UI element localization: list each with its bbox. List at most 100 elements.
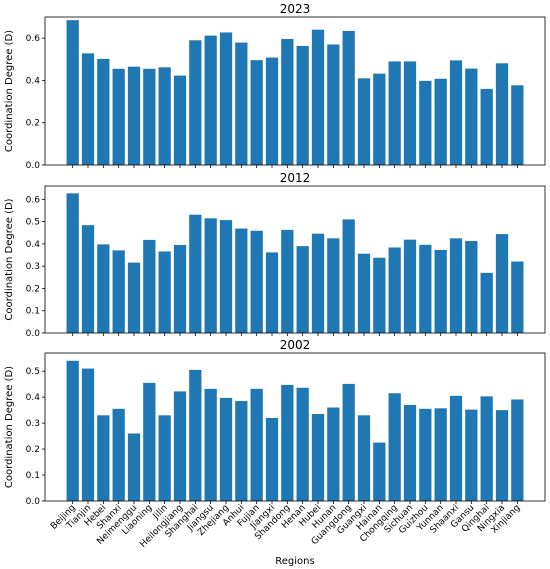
bar-2023-hebei	[97, 58, 110, 166]
bar-2012-jilin	[158, 251, 171, 333]
bar-2012-fujian	[250, 230, 263, 333]
bar-2012-heilongjiang	[173, 245, 187, 333]
y-tick-label-2002-0.4: 0.4	[26, 393, 41, 403]
bar-2012-gansu	[465, 241, 478, 333]
bar-2023-chongqing	[388, 61, 401, 165]
bar-2023-qinghai	[480, 88, 493, 165]
bar-2012-shandong	[281, 229, 294, 333]
bar-2023-hainan	[373, 73, 386, 165]
y-tick-label-2002-0.3: 0.3	[26, 419, 40, 429]
bar-2012-shanghai	[189, 214, 202, 333]
bar-2023-jilin	[158, 67, 171, 165]
y-tick-label-2002-0.1: 0.1	[26, 471, 40, 481]
bar-2002-hubei	[311, 414, 325, 501]
bar-2012-ningxia	[495, 234, 509, 333]
chart-title-2012: 2012	[280, 171, 311, 185]
bar-2002-liaoning	[143, 382, 156, 501]
bar-2023-guangdong	[342, 30, 355, 166]
bar-2012-hubei	[311, 233, 325, 333]
bar-2002-hainan	[373, 442, 386, 501]
bar-2012-guangxi	[357, 253, 371, 333]
bar-2012-guangdong	[342, 219, 355, 333]
bar-2012-tianjin	[81, 225, 95, 333]
bar-2002-tianjin	[81, 368, 95, 501]
y-tick-label-2023-0.6: 0.6	[26, 34, 41, 44]
bar-2012-shanxi	[112, 250, 125, 333]
bar-2023-hubei	[311, 29, 325, 165]
bar-2002-shaanxi	[449, 395, 463, 501]
bar-2023-anhui	[235, 42, 248, 165]
bar-2002-qinghai	[480, 396, 493, 501]
bar-2002-jiangsu	[204, 388, 217, 501]
bar-2012-beijing	[66, 193, 79, 333]
bar-2012-zhejiang	[219, 220, 233, 333]
bar-2012-hebei	[97, 244, 110, 333]
bar-2023-gansu	[465, 68, 478, 165]
bar-2012-neimenggu	[127, 262, 141, 333]
bar-2012-shaanxi	[449, 238, 463, 333]
bar-2002-ningxia	[495, 410, 509, 501]
y-tick-label-2012-0.5: 0.5	[26, 218, 40, 228]
bar-2023-guangxi	[357, 78, 371, 165]
bar-2002-zhejiang	[219, 397, 233, 501]
y-axis-label-2023: Coordination Degree (D)	[4, 30, 15, 152]
bar-2012-guizhou	[419, 244, 432, 333]
bar-2023-sichuan	[403, 61, 417, 165]
y-tick-label-2023-0.4: 0.4	[26, 76, 41, 86]
bar-2023-tianjin	[81, 53, 95, 165]
bar-2002-shanghai	[189, 369, 202, 501]
bar-2023-heilongjiang	[173, 75, 187, 165]
bar-2002-jilin	[158, 415, 171, 501]
axes-frame-2012	[44, 185, 546, 334]
bar-2023-shanxi	[112, 68, 125, 165]
bar-2023-xinjiang	[511, 85, 524, 165]
bar-2023-liaoning	[143, 68, 156, 165]
bar-2002-hunan	[327, 407, 340, 501]
bar-2023-jiangxi	[265, 57, 279, 165]
bar-2012-qinghai	[480, 272, 493, 333]
bar-2002-xinjiang	[511, 399, 524, 501]
bar-2012-xinjiang	[511, 261, 524, 333]
bar-2002-guangxi	[357, 415, 371, 501]
y-tick-label-2012-0.3: 0.3	[26, 262, 40, 272]
bar-2023-fujian	[250, 60, 263, 166]
y-tick-label-2012-0.2: 0.2	[26, 284, 40, 294]
bar-2002-henan	[296, 387, 309, 501]
bar-2023-jiangsu	[204, 35, 217, 165]
chart-title-2023: 2023	[280, 2, 311, 16]
chart-title-2002: 2002	[280, 338, 311, 352]
y-tick-label-2002-0.5: 0.5	[26, 367, 40, 377]
bar-2012-anhui	[235, 228, 248, 333]
bar-2002-guizhou	[419, 408, 432, 501]
bar-2002-yunnan	[434, 408, 447, 501]
bar-2023-zhejiang	[219, 32, 233, 166]
bar-2023-shanghai	[189, 40, 202, 165]
bar-2023-neimenggu	[127, 66, 141, 165]
bar-2002-shandong	[281, 384, 294, 501]
bar-2023-beijing	[66, 20, 79, 165]
x-axis-label: Regions	[275, 556, 314, 567]
bar-2023-hunan	[327, 44, 340, 165]
bar-2012-jiangxi	[265, 252, 279, 333]
bar-2012-hainan	[373, 257, 386, 333]
y-tick-label-2023-0: 0.0	[26, 161, 41, 171]
axes-frame-2023	[44, 16, 546, 166]
bar-2002-hebei	[97, 415, 110, 501]
bar-2023-yunnan	[434, 78, 447, 165]
bar-2023-shaanxi	[449, 60, 463, 165]
bar-2023-shandong	[281, 38, 294, 165]
bar-2012-yunnan	[434, 249, 447, 333]
bar-2023-ningxia	[495, 63, 509, 165]
bar-2002-gansu	[465, 409, 478, 501]
bar-2012-jiangsu	[204, 218, 217, 333]
y-tick-label-2002-0.2: 0.2	[26, 445, 40, 455]
y-tick-label-2012-0: 0.0	[26, 329, 41, 339]
y-tick-label-2012-0.6: 0.6	[26, 195, 41, 205]
bar-2002-guangdong	[342, 383, 355, 501]
bar-2012-chongqing	[388, 247, 401, 333]
y-tick-label-2002-0: 0.0	[26, 497, 41, 507]
bar-2002-shanxi	[112, 408, 125, 501]
bar-2002-beijing	[66, 360, 79, 501]
bar-2002-anhui	[235, 401, 248, 501]
